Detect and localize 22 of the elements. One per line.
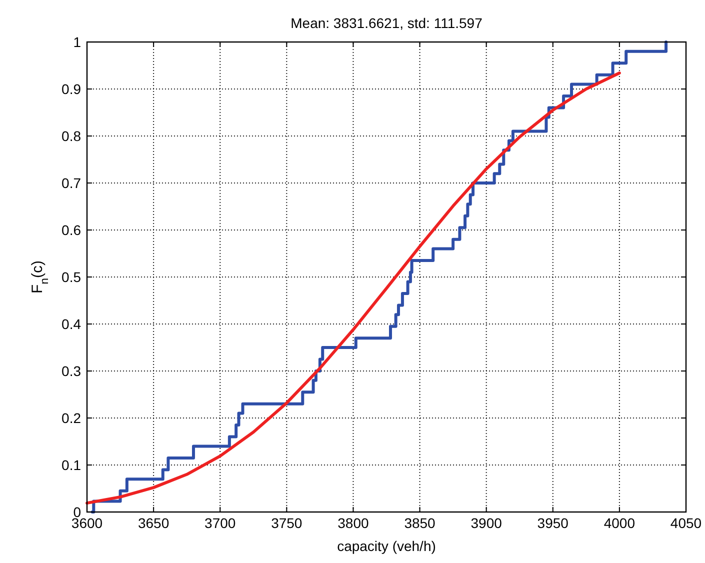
y-tick-label: 0.8 [62,128,82,144]
y-tick-label: 0.5 [62,268,82,285]
x-tick-label: 4000 [604,515,636,531]
y-tick-label: 0.1 [62,456,82,473]
x-tick-label: 3650 [138,515,170,531]
y-tick-label: 0.4 [62,316,82,332]
line-series [86,72,621,505]
y-tick-label: 0.6 [62,222,82,238]
x-tick-label: 3850 [404,515,436,531]
y-tick-label: 1 [73,34,82,50]
y-tick-label: 0.2 [62,410,82,426]
x-tick-label: 3750 [271,515,302,531]
y-tick-label: 0.9 [62,80,82,97]
x-tick-label: 4050 [670,515,702,531]
y-tick-label: 0.7 [62,174,82,191]
chart-title: Mean: 3831.6621, std: 111.597 [290,15,483,31]
x-tick-label: 3700 [204,515,236,531]
x-axis-title: capacity (veh/h) [337,538,436,554]
x-tick-label: 3900 [470,515,502,531]
x-tick-label: 3950 [537,515,569,531]
y-tick-label: 0.3 [62,362,82,379]
x-tick-label: 3800 [338,515,370,531]
